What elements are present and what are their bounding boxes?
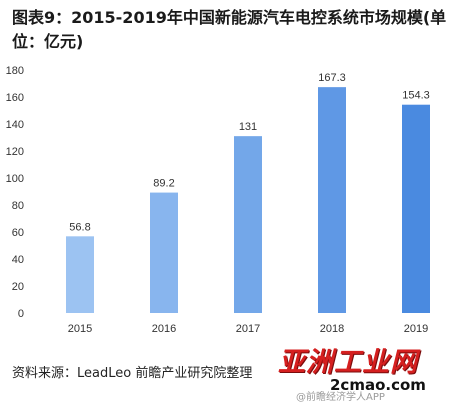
data-label: 167.3 bbox=[318, 72, 346, 84]
x-tick-label: 2018 bbox=[320, 323, 344, 335]
y-tick-label: 60 bbox=[12, 227, 24, 239]
watermark-logo: 亚洲工业网 bbox=[278, 347, 418, 378]
x-tick-label: 2019 bbox=[404, 323, 428, 335]
x-tick-label: 2015 bbox=[68, 323, 92, 335]
y-tick-label: 20 bbox=[12, 281, 24, 293]
y-tick-label: 40 bbox=[12, 254, 24, 266]
x-axis: 2015 2016 2017 2018 2019 bbox=[68, 323, 428, 335]
bar-2017 bbox=[234, 136, 262, 313]
watermark-overlay: @前瞻经济学人APP bbox=[296, 392, 385, 403]
y-tick-label: 180 bbox=[6, 65, 24, 77]
y-tick-label: 160 bbox=[6, 92, 24, 104]
bar-2016 bbox=[150, 192, 178, 313]
y-tick-label: 80 bbox=[12, 200, 24, 212]
bar-chart: 0 20 40 60 80 100 120 140 160 180 56.8 89.2 131 167.… bbox=[6, 65, 430, 335]
bar-2018 bbox=[318, 87, 346, 314]
data-label: 131 bbox=[239, 121, 257, 133]
chart-title: 图表9：2015-2019年中国新能源汽车电控系统市场规模(单位：亿元) bbox=[12, 8, 447, 51]
y-tick-label: 140 bbox=[6, 119, 24, 131]
watermark-site: 2cmao.com bbox=[330, 376, 426, 394]
y-tick-label: 120 bbox=[6, 146, 24, 158]
x-tick-label: 2016 bbox=[152, 323, 176, 335]
data-label: 154.3 bbox=[402, 90, 430, 102]
y-tick-label: 100 bbox=[6, 173, 24, 185]
y-tick-label: 0 bbox=[18, 308, 24, 320]
source-note: 资料来源：LeadLeo 前瞻产业研究院整理 bbox=[12, 366, 253, 381]
bar-2019 bbox=[402, 104, 430, 313]
x-tick-label: 2017 bbox=[236, 323, 260, 335]
data-label: 89.2 bbox=[153, 178, 174, 190]
bar-series: 56.8 89.2 131 167.3 154.3 bbox=[66, 72, 430, 314]
bar-2015 bbox=[66, 236, 94, 313]
y-axis: 0 20 40 60 80 100 120 140 160 180 bbox=[6, 65, 24, 320]
data-label: 56.8 bbox=[69, 221, 90, 233]
